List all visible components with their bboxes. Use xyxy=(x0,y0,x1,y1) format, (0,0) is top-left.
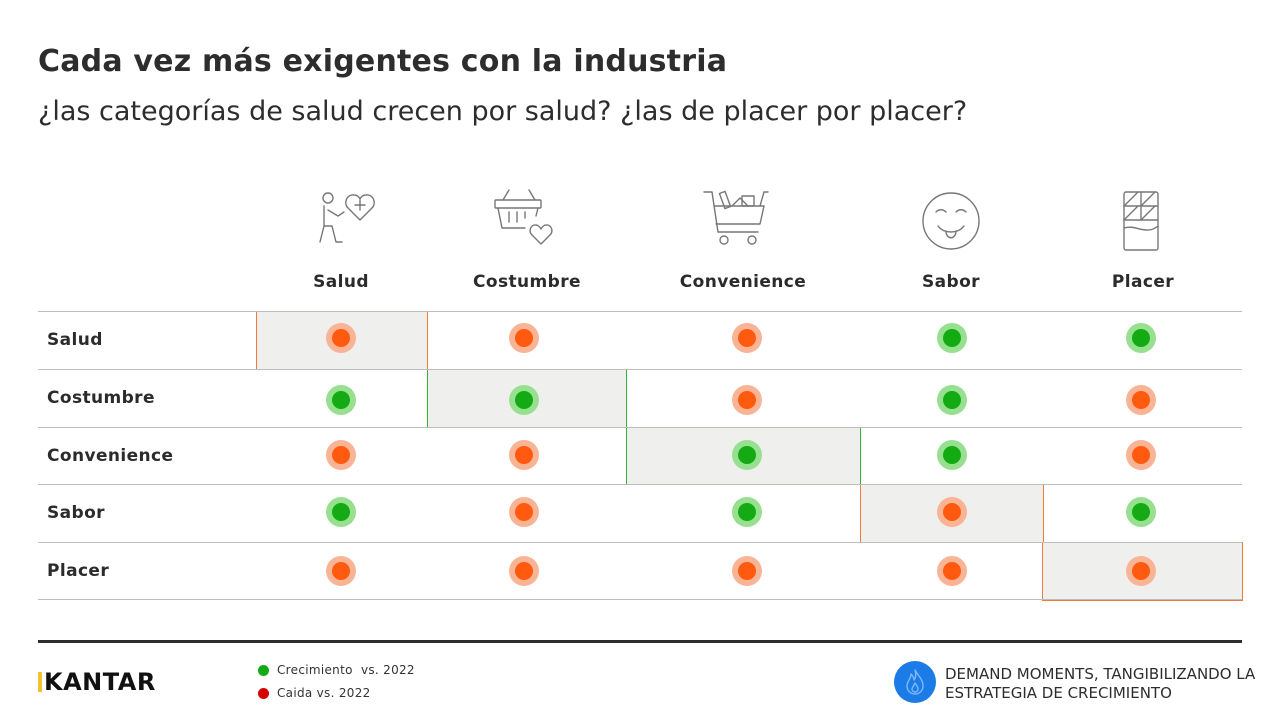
row-label-convenience: Convenience xyxy=(47,446,174,466)
legend-decline-label: Caida vs. 2022 xyxy=(277,686,371,700)
column-header-convenience: Convenience xyxy=(679,272,807,292)
status-dot-down-r3-c3 xyxy=(937,497,967,527)
row-divider xyxy=(38,484,1242,485)
column-header-placer: Placer xyxy=(1111,272,1175,292)
status-dot-up-r2-c3 xyxy=(937,440,967,470)
status-dot-down-r4-c2 xyxy=(732,556,762,586)
row-label-costumbre: Costumbre xyxy=(47,388,155,408)
tongue-face-icon xyxy=(916,186,986,256)
status-dot-down-r4-c1 xyxy=(509,556,539,586)
status-dot-down-r4-c0 xyxy=(326,556,356,586)
status-dot-down-r2-c0 xyxy=(326,440,356,470)
row-divider xyxy=(38,542,1242,543)
person-heart-icon xyxy=(314,186,384,256)
status-dot-down-r4-c4 xyxy=(1126,556,1156,586)
page-title: Cada vez más exigentes con la industria xyxy=(38,44,728,79)
logo-text: KANTAR xyxy=(44,668,156,696)
status-dot-up-r1-c3 xyxy=(937,385,967,415)
column-header-costumbre: Costumbre xyxy=(473,272,581,292)
status-dot-down-r0-c1 xyxy=(509,323,539,353)
red-dot-icon xyxy=(258,687,269,699)
status-dot-down-r3-c1 xyxy=(509,497,539,527)
row-divider xyxy=(38,369,1242,370)
status-dot-down-r2-c4 xyxy=(1126,440,1156,470)
status-dot-down-r4-c3 xyxy=(937,556,967,586)
status-dot-down-r2-c1 xyxy=(509,440,539,470)
green-dot-icon xyxy=(258,664,269,676)
row-label-placer: Placer xyxy=(47,561,110,581)
status-dot-down-r0-c2 xyxy=(732,323,762,353)
footer-tagline-line1: DEMAND MOMENTS, TANGIBILIZANDO LA xyxy=(945,665,1256,683)
status-dot-up-r0-c3 xyxy=(937,323,967,353)
row-divider xyxy=(38,311,1242,312)
status-dot-up-r1-c0 xyxy=(326,385,356,415)
row-divider xyxy=(38,427,1242,428)
footer-tagline-line2: ESTRATEGIA DE CRECIMIENTO xyxy=(945,684,1172,702)
flame-badge-icon xyxy=(894,661,936,703)
shopping-cart-icon xyxy=(702,186,772,256)
chocolate-bar-icon xyxy=(1106,186,1176,256)
status-dot-up-r3-c4 xyxy=(1126,497,1156,527)
kantar-logo: KANTAR xyxy=(38,668,156,696)
legend-decline: Caida vs. 2022 xyxy=(258,686,371,700)
status-dot-down-r0-c0 xyxy=(326,323,356,353)
status-dot-up-r2-c2 xyxy=(732,440,762,470)
status-dot-up-r0-c4 xyxy=(1126,323,1156,353)
status-dot-up-r3-c0 xyxy=(326,497,356,527)
row-divider xyxy=(38,599,1242,600)
status-dot-down-r1-c4 xyxy=(1126,385,1156,415)
status-dot-down-r1-c2 xyxy=(732,385,762,415)
page-subtitle: ¿las categorías de salud crecen por salu… xyxy=(38,96,968,127)
basket-heart-icon xyxy=(489,186,559,256)
row-label-salud: Salud xyxy=(47,330,103,350)
status-dot-up-r1-c1 xyxy=(509,385,539,415)
footer-tagline: DEMAND MOMENTS, TANGIBILIZANDO LA ESTRAT… xyxy=(945,665,1255,703)
legend-growth-label: Crecimiento vs. 2022 xyxy=(277,663,415,677)
row-label-sabor: Sabor xyxy=(47,503,105,523)
column-header-sabor: Sabor xyxy=(922,272,980,292)
legend-growth: Crecimiento vs. 2022 xyxy=(258,663,415,677)
column-header-salud: Salud xyxy=(313,272,369,292)
footer-divider xyxy=(38,640,1242,643)
status-dot-up-r3-c2 xyxy=(732,497,762,527)
